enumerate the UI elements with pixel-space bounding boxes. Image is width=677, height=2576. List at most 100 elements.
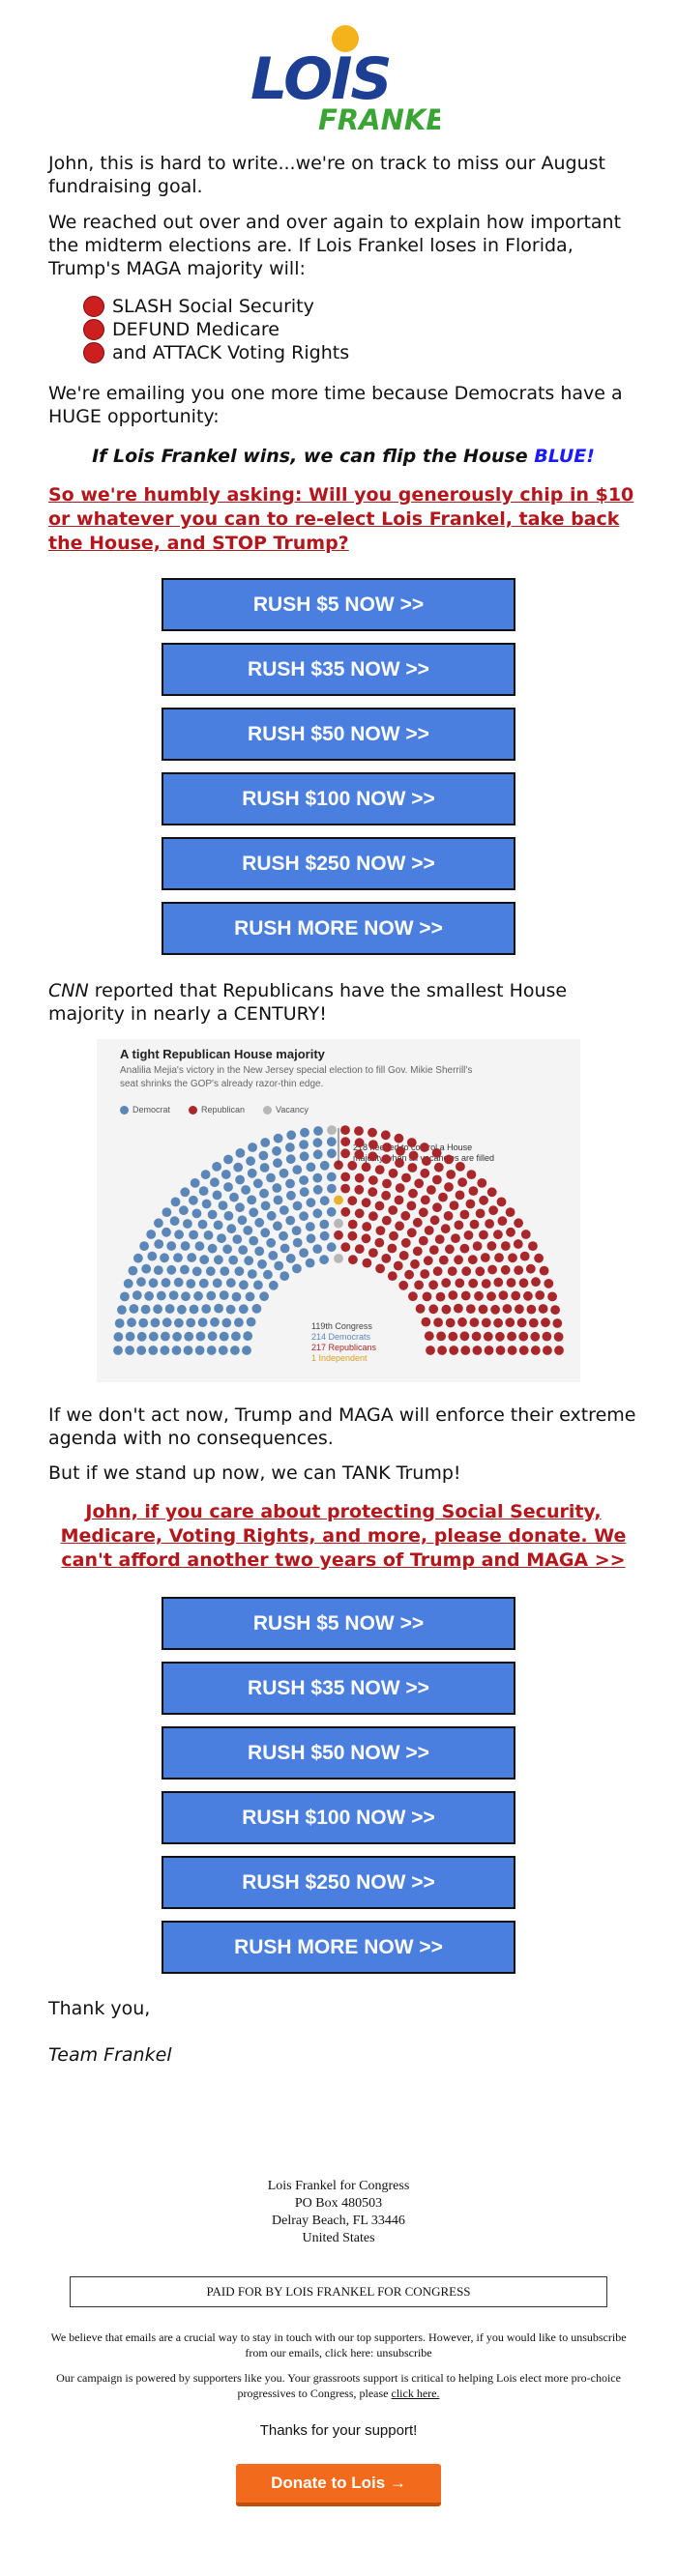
- seat-republican: [424, 1226, 434, 1235]
- ask-link-2[interactable]: John, if you care about protecting Socia…: [60, 1501, 627, 1571]
- seat-republican: [414, 1178, 425, 1189]
- seat-republican: [480, 1253, 490, 1262]
- rush-more-button[interactable]: RUSH MORE NOW >>: [162, 902, 515, 955]
- seat-democrat: [312, 1208, 323, 1219]
- seat-democrat: [177, 1304, 187, 1315]
- seat-democrat: [203, 1230, 214, 1240]
- seat-democrat: [166, 1264, 177, 1275]
- seat-republican: [523, 1290, 533, 1301]
- rush-5-button-2[interactable]: RUSH $5 NOW >>: [162, 1597, 515, 1650]
- seat-republican: [406, 1228, 417, 1238]
- paid-for-box: PAID FOR BY LOIS FRANKEL FOR CONGRESS: [70, 2276, 607, 2307]
- seat-democrat: [326, 1206, 337, 1217]
- seat-democrat: [285, 1254, 296, 1263]
- seat-republican: [469, 1317, 480, 1327]
- seat-republican: [486, 1187, 497, 1198]
- seat-democrat: [299, 1211, 309, 1222]
- seat-democrat: [186, 1279, 196, 1288]
- seat-democrat: [273, 1195, 283, 1205]
- rush-50-button-2[interactable]: RUSH $50 NOW >>: [162, 1726, 515, 1780]
- seat-democrat: [268, 1251, 279, 1260]
- seat-republican: [389, 1230, 398, 1241]
- seat-democrat: [129, 1304, 139, 1314]
- seat-republican: [493, 1277, 504, 1288]
- seat-democrat: [253, 1280, 263, 1290]
- seat-democrat: [268, 1280, 279, 1290]
- seat-republican: [354, 1208, 365, 1219]
- seat-democrat: [312, 1149, 323, 1160]
- seat-democrat: [160, 1346, 170, 1355]
- rush-35-button-2[interactable]: RUSH $35 NOW >>: [162, 1662, 515, 1715]
- seat-democrat: [199, 1255, 210, 1265]
- seat-republican: [447, 1266, 457, 1276]
- seat-republican: [520, 1230, 531, 1239]
- seat-republican: [445, 1244, 455, 1255]
- seat-democrat: [254, 1246, 265, 1257]
- seat-democrat: [280, 1271, 290, 1281]
- seat-democrat: [299, 1248, 309, 1258]
- seat-republican: [396, 1145, 405, 1156]
- seat-democrat: [254, 1217, 265, 1228]
- seat-republican: [497, 1216, 508, 1227]
- seat-democrat: [280, 1243, 290, 1254]
- seat-republican: [432, 1266, 443, 1277]
- seat-republican: [486, 1241, 497, 1251]
- support-text: Our campaign is powered by supporters li…: [56, 2371, 621, 2400]
- seat-democrat: [234, 1266, 245, 1277]
- rush-250-button-2[interactable]: RUSH $250 NOW >>: [162, 1856, 515, 1909]
- seat-republican: [445, 1317, 456, 1328]
- seat-democrat: [313, 1126, 323, 1136]
- rush-100-button-2[interactable]: RUSH $100 NOW >>: [162, 1791, 515, 1844]
- seat-republican: [484, 1346, 494, 1355]
- seat-democrat: [319, 1196, 330, 1206]
- seat-republican: [381, 1215, 392, 1226]
- seat-republican: [394, 1133, 404, 1143]
- rush-5-button[interactable]: RUSH $5 NOW >>: [162, 578, 515, 631]
- seat-democrat: [160, 1253, 169, 1263]
- logo-last: FRANKEL: [318, 103, 440, 136]
- seat-republican: [448, 1331, 458, 1342]
- rush-more-button-2[interactable]: RUSH MORE NOW >>: [162, 1921, 515, 1974]
- seat-democrat: [326, 1172, 337, 1182]
- seat-democrat: [266, 1210, 277, 1221]
- seat-republican: [410, 1259, 420, 1269]
- footer-org: Lois Frankel for Congress: [267, 2179, 410, 2193]
- seat-republican: [507, 1331, 516, 1342]
- rush-50-button[interactable]: RUSH $50 NOW >>: [162, 708, 515, 761]
- rush-35-button[interactable]: RUSH $35 NOW >>: [162, 643, 515, 696]
- seat-republican: [506, 1227, 515, 1237]
- seat-republican: [502, 1304, 513, 1314]
- seat-republican: [454, 1255, 463, 1265]
- seat-democrat: [249, 1235, 259, 1246]
- seat-republican: [500, 1264, 511, 1275]
- seat-republican: [432, 1174, 442, 1185]
- seat-republican: [494, 1253, 504, 1262]
- seat-republican: [429, 1215, 440, 1226]
- seat-democrat: [214, 1255, 223, 1265]
- seat-democrat: [234, 1317, 244, 1327]
- rush-250-button[interactable]: RUSH $250 NOW >>: [162, 837, 515, 890]
- seat-democrat: [114, 1318, 125, 1328]
- seat-democrat: [279, 1205, 289, 1215]
- seat-republican: [375, 1263, 385, 1274]
- seat-republican: [433, 1317, 443, 1327]
- unsubscribe-link[interactable]: unsubscribe: [376, 2346, 432, 2359]
- donate-button[interactable]: Donate to Lois →: [236, 2464, 441, 2506]
- seat-democrat: [225, 1278, 236, 1288]
- seat-republican: [375, 1226, 386, 1235]
- seat-republican: [508, 1253, 517, 1263]
- ask-link[interactable]: So we're humbly asking: Will you generou…: [48, 484, 634, 554]
- seat-republican: [426, 1346, 435, 1355]
- seat-republican: [544, 1279, 554, 1288]
- seat-republican: [361, 1198, 371, 1208]
- click-here-link[interactable]: click here.: [391, 2387, 440, 2400]
- seat-democrat: [187, 1253, 197, 1262]
- seat-republican: [340, 1148, 350, 1159]
- seat-democrat: [235, 1148, 246, 1158]
- seat-republican: [513, 1239, 523, 1249]
- seat-republican: [401, 1172, 411, 1183]
- seat-republican: [488, 1205, 498, 1216]
- seat-republican: [362, 1222, 372, 1231]
- seat-democrat: [312, 1244, 323, 1254]
- rush-100-button[interactable]: RUSH $100 NOW >>: [162, 772, 515, 825]
